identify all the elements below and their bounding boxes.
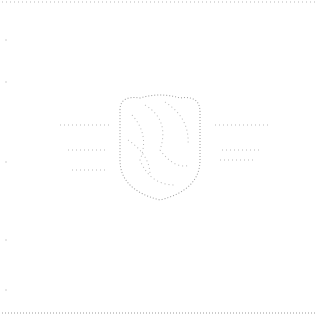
- dot: [5, 161, 6, 162]
- page: [0, 0, 318, 320]
- dot: [5, 239, 6, 240]
- dot: [5, 289, 6, 290]
- background: [0, 0, 318, 320]
- screen: [0, 0, 318, 320]
- dot: [5, 39, 6, 40]
- dot: [5, 81, 6, 82]
